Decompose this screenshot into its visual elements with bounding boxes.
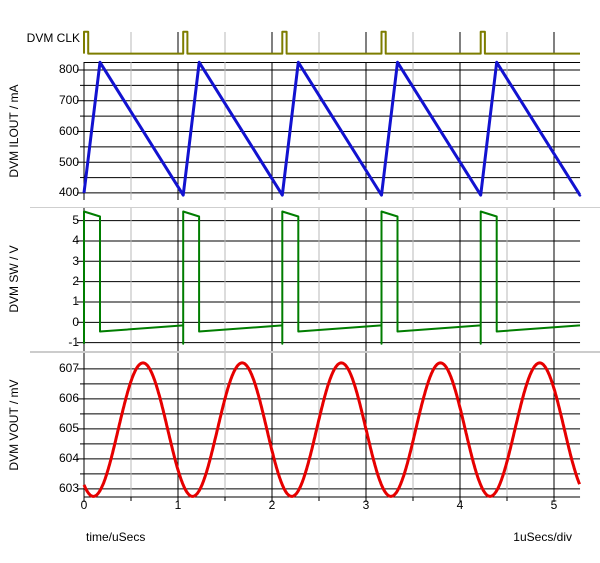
sw-trace: [83, 210, 581, 345]
ilout-axis-label: DVM ILOUT / mA: [7, 84, 21, 178]
x-tick-label: 4: [456, 498, 464, 512]
x-tick-label: 1: [174, 498, 182, 512]
vout-trace: [82, 361, 581, 498]
y-tick-label: 0: [72, 315, 79, 329]
x-tick-label: 0: [80, 498, 88, 512]
y-tick-label: 605: [58, 421, 79, 435]
x-tick-label: 3: [362, 498, 370, 512]
y-tick-label: 1: [72, 294, 79, 308]
clk-trace-label: DVM CLK: [26, 31, 80, 45]
vout-axis-label: DVM VOUT / mV: [7, 379, 21, 471]
sw-axis-label: DVM SW / V: [7, 245, 21, 313]
y-tick-label: 800: [58, 62, 79, 76]
y-tick-label: 600: [58, 124, 79, 138]
y-tick-label: -1: [68, 335, 79, 349]
y-tick-label: 607: [58, 361, 79, 375]
time-axis-label: time/uSecs: [86, 530, 146, 544]
scale-per-div-label: 1uSecs/div: [513, 530, 572, 544]
y-tick-label: 3: [72, 254, 79, 268]
clk-trace: [83, 30, 580, 55]
y-tick-label: 700: [58, 93, 79, 107]
x-tick-label: 2: [268, 498, 276, 512]
y-tick-label: 604: [58, 451, 79, 465]
y-tick-label: 603: [58, 481, 79, 495]
y-tick-label: 500: [58, 155, 79, 169]
y-tick-label: 606: [58, 391, 79, 405]
x-tick-label: 5: [550, 498, 558, 512]
ilout-trace: [82, 60, 582, 197]
y-tick-label: 400: [58, 185, 79, 199]
y-tick-label: 4: [72, 233, 79, 247]
y-tick-label: 2: [72, 274, 79, 288]
y-tick-label: 5: [72, 213, 79, 227]
